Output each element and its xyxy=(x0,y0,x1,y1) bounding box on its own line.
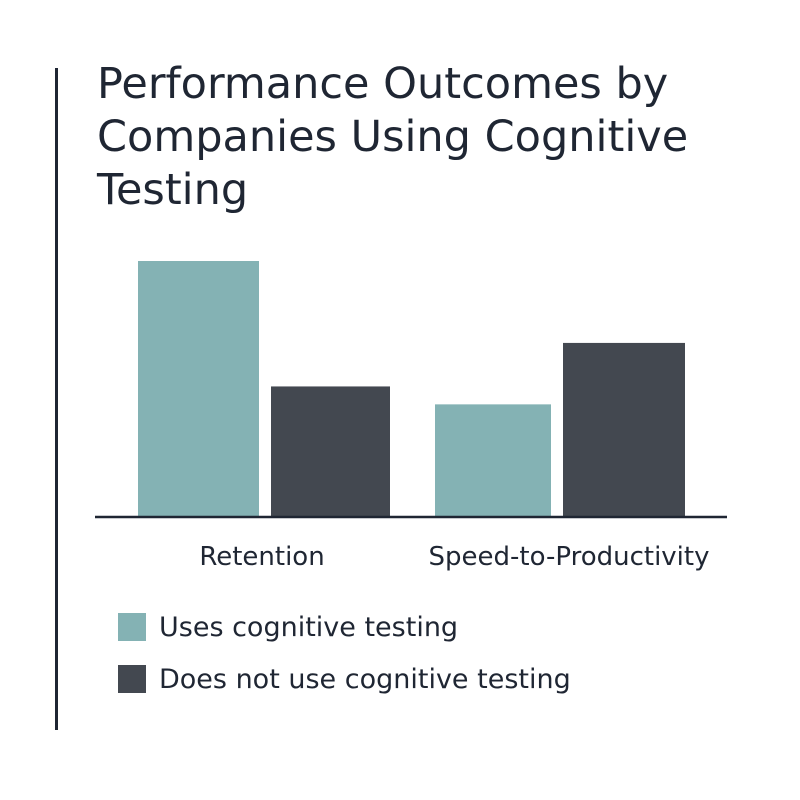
x-tick-label-retention: Retention xyxy=(199,542,324,572)
bars-group xyxy=(138,261,685,517)
x-tick-labels: Retention Speed-to-Productivity xyxy=(199,542,709,572)
legend-swatch-uses xyxy=(118,613,146,641)
legend-label-uses: Uses cognitive testing xyxy=(159,611,459,643)
bar-retention-series-1 xyxy=(271,386,390,517)
bar-retention-series-0 xyxy=(138,261,259,517)
legend-item-does-not-use: Does not use cognitive testing xyxy=(118,662,571,696)
legend-item-uses: Uses cognitive testing xyxy=(118,610,571,644)
bar-speed-to-productivity-series-1 xyxy=(563,342,685,517)
chart-title: Performance Outcomes by Companies Using … xyxy=(97,59,689,215)
x-tick-label-speed-to-productivity: Speed-to-Productivity xyxy=(429,542,710,572)
legend: Uses cognitive testing Does not use cogn… xyxy=(118,610,571,714)
legend-swatch-does-not-use xyxy=(118,665,146,693)
legend-label-does-not-use: Does not use cognitive testing xyxy=(159,663,571,695)
left-accent-rule xyxy=(55,68,58,730)
bar-speed-to-productivity-series-0 xyxy=(435,404,551,517)
